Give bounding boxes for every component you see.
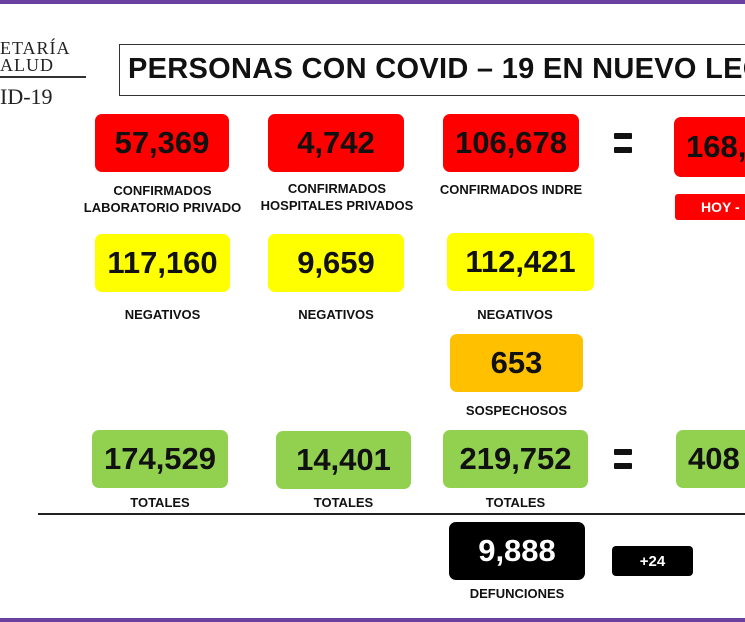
confirmed-private-lab-label-1: CONFIRMADOS	[113, 183, 212, 198]
totals-indre-label: TOTALES	[485, 495, 546, 510]
logo-line-1: ETARÍA	[0, 38, 71, 58]
deaths-value: 9,888	[449, 522, 585, 580]
confirmed-private-hospitals-label-2: HOSPITALES PRIVADOS	[260, 198, 414, 213]
confirmed-private-lab-label-2: LABORATORIO PRIVADO	[83, 200, 242, 215]
equals-icon	[614, 133, 632, 155]
negatives-private-lab-value: 117,160	[95, 234, 230, 292]
logo-line-2: ALUD	[0, 55, 54, 75]
suspects-value: 653	[450, 334, 583, 392]
confirmed-private-hospitals-label: CONFIRMADOS HOSPITALES PRIVADOS	[253, 180, 421, 214]
equals-icon-totals	[614, 449, 632, 471]
bottom-border	[0, 618, 745, 622]
negatives-private-lab-label: NEGATIVOS	[124, 307, 201, 322]
negatives-indre-value: 112,421	[447, 233, 594, 291]
confirmed-indre-value: 106,678	[443, 114, 579, 172]
totals-grand-value: 408	[676, 430, 745, 488]
suspects-label: SOSPECHOSOS	[465, 403, 568, 418]
confirmed-private-lab-label: CONFIRMADOS LABORATORIO PRIVADO	[70, 182, 255, 216]
confirmed-private-lab-value: 57,369	[95, 114, 229, 172]
totals-private-hospitals-label: TOTALES	[313, 495, 374, 510]
page-title: PERSONAS CON COVID – 19 EN NUEVO LEÓN	[128, 53, 745, 85]
confirmed-indre-label: CONFIRMADOS INDRE	[425, 181, 597, 198]
page-title-box: PERSONAS CON COVID – 19 EN NUEVO LEÓN	[119, 44, 745, 96]
logo-line-3: ID-19	[0, 84, 53, 109]
totals-private-lab-label: TOTALES	[130, 495, 190, 510]
totals-private-lab-value: 174,529	[92, 430, 228, 488]
divider-line	[38, 513, 745, 515]
today-badge: HOY -	[675, 194, 745, 220]
deaths-delta-badge: +24	[612, 546, 693, 576]
negatives-private-hospitals-label: NEGATIVOS	[298, 307, 374, 322]
confirmed-total-value: 168,	[674, 117, 745, 177]
confirmed-indre-label-1: CONFIRMADOS INDRE	[439, 182, 583, 197]
totals-indre-value: 219,752	[443, 430, 588, 488]
top-border	[0, 0, 745, 4]
confirmed-private-hospitals-value: 4,742	[268, 114, 404, 172]
negatives-private-hospitals-value: 9,659	[268, 234, 404, 292]
negatives-indre-label: NEGATIVOS	[477, 307, 553, 322]
confirmed-private-hospitals-label-1: CONFIRMADOS	[287, 181, 387, 196]
deaths-label: DEFUNCIONES	[469, 586, 565, 601]
logo-rule	[0, 76, 86, 78]
totals-private-hospitals-value: 14,401	[276, 431, 411, 489]
